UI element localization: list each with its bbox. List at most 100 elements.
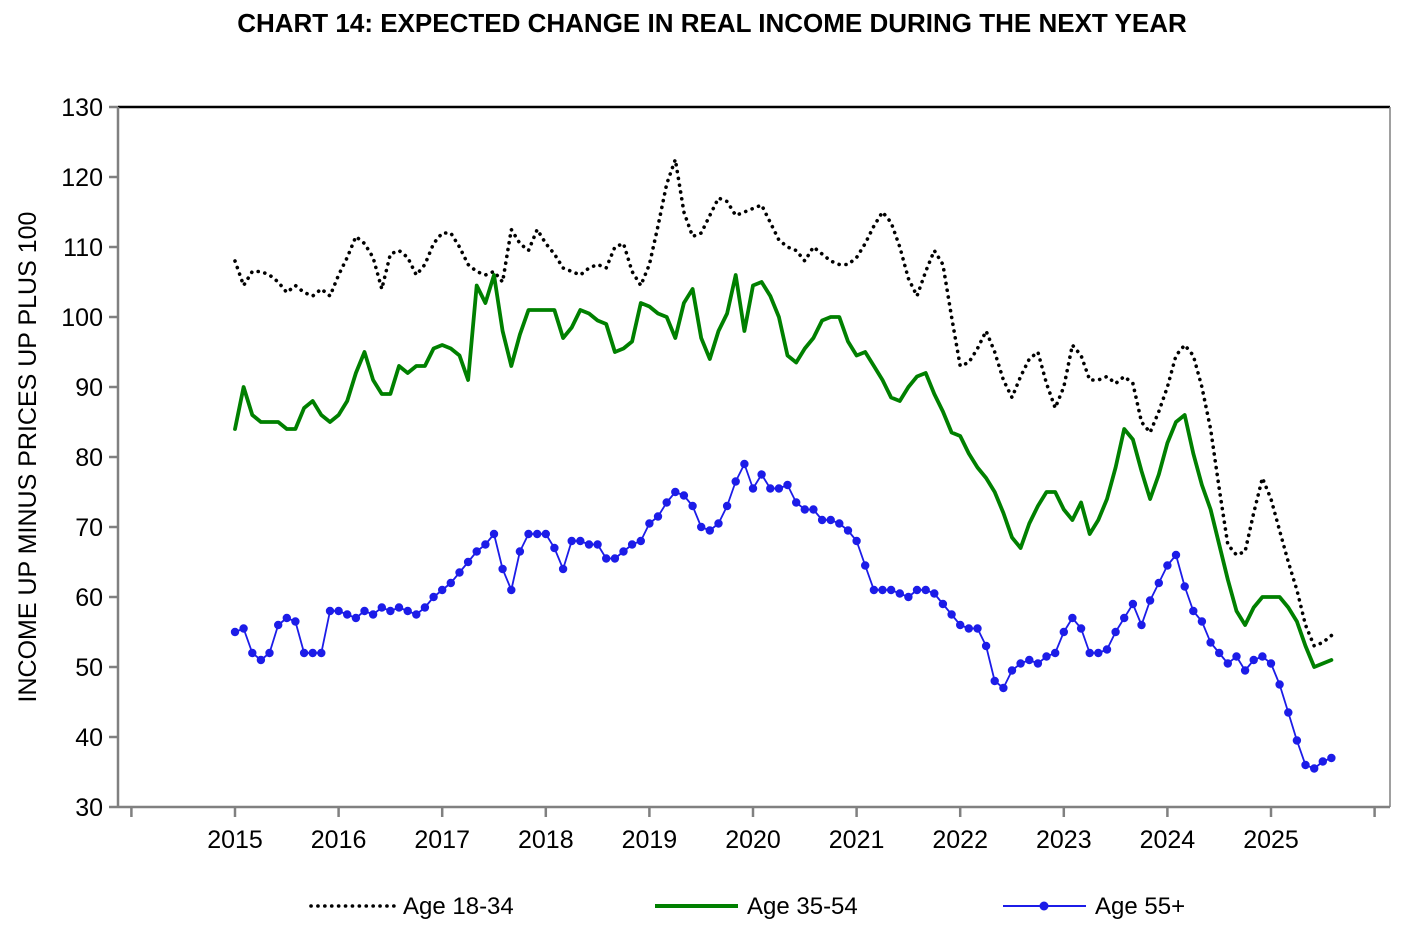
data-point-marker [930,589,939,598]
data-point-marker [1310,764,1319,773]
data-point-marker [1068,613,1077,623]
data-point-marker [1258,652,1267,661]
chart-line-age-18-34 [233,157,1334,648]
data-point-marker [343,610,352,619]
legend-label-age-35-54: Age 35-54 [747,893,858,920]
y-tick-label: 80 [75,444,103,472]
data-point-marker [1301,760,1310,770]
data-point-marker [792,498,801,507]
data-point-marker [653,512,663,521]
chart-line-age-55--markers [230,459,1336,773]
data-point-marker [921,585,930,595]
x-tick-label: 2025 [1243,826,1299,854]
data-point-marker [248,648,257,658]
data-point-marker [843,526,853,535]
data-point-marker [809,505,818,514]
data-point-marker [740,459,749,469]
legend-swatch-age-55plus [1003,901,1086,911]
data-point-marker [576,536,585,546]
data-point-marker [817,515,827,525]
y-tick-label: 30 [75,794,103,822]
data-point-marker [1059,627,1069,637]
data-point-marker [869,585,879,595]
data-point-marker [1180,582,1189,591]
data-point-marker [861,561,870,570]
data-point-marker [1137,620,1146,630]
data-point-marker [1051,648,1060,658]
data-point-marker [1120,613,1129,623]
data-point-marker [1232,652,1241,661]
data-point-marker [438,585,447,595]
data-point-marker [541,529,550,539]
data-point-marker [524,529,533,539]
data-point-marker [1189,606,1198,616]
data-point-marker [947,610,956,619]
legend: Age 18-34 Age 35-54 Age 55+ [309,893,1185,920]
y-tick-label: 110 [63,234,103,262]
data-point-marker [956,620,965,630]
x-tick-label: 2022 [932,826,988,854]
x-tick-label: 2018 [518,826,574,854]
data-point-marker [274,620,283,630]
data-point-marker [1128,599,1138,609]
y-tick-label: 70 [75,514,103,542]
data-point-marker [1249,655,1258,665]
x-tick-label: 2019 [622,826,678,854]
data-point-marker [455,568,464,577]
data-point-marker [1292,736,1302,745]
data-point-marker [1076,624,1086,633]
data-point-marker [386,606,395,616]
data-point-marker [662,498,671,507]
page-title: CHART 14: EXPECTED CHANGE IN REAL INCOME… [237,8,1187,38]
data-point-marker [1206,638,1215,647]
data-point-marker [1102,645,1112,654]
data-point-marker [1197,617,1207,626]
data-point-marker [593,540,602,549]
x-tick-label: 2015 [207,826,263,854]
legend-label-age-55plus: Age 55+ [1095,893,1185,920]
data-point-marker [714,519,723,528]
y-axis-label: INCOME UP MINUS PRICES UP PLUS 100 [14,212,42,703]
data-point-marker [1111,627,1120,637]
data-point-marker [1154,578,1164,588]
x-tick-label: 2016 [311,826,367,854]
data-point-marker [981,641,991,651]
data-point-marker [1327,753,1336,763]
data-point-marker [584,540,594,549]
data-point-marker [463,557,473,567]
data-point-marker [912,585,922,595]
data-point-marker [826,515,835,525]
data-point-marker [550,543,559,553]
x-tick-label: 2021 [829,826,885,854]
data-point-marker [317,648,326,658]
data-point-marker [688,501,697,511]
data-point-marker [990,676,999,686]
data-point-marker [1284,708,1293,717]
data-point-marker [904,592,913,602]
data-point-marker [420,603,430,612]
data-point-marker [403,606,412,616]
data-point-marker [299,648,309,658]
data-point-marker [645,519,654,528]
data-point-marker [1163,561,1172,570]
data-point-marker [1085,648,1094,658]
data-point-marker [636,536,645,546]
data-point-marker [999,683,1008,693]
data-point-marker [1240,666,1250,675]
x-tick-label: 2023 [1036,826,1092,854]
data-point-marker [489,529,499,539]
data-point-marker [800,505,809,514]
data-point-marker [558,564,568,574]
data-point-marker [1007,666,1017,675]
data-point-marker [265,648,274,658]
data-point-marker [1171,550,1181,560]
data-point-marker [334,606,343,616]
chart-line-age-55- [234,463,1332,770]
data-point-marker [619,547,628,556]
data-point-marker [1215,648,1224,658]
y-tick-label: 100 [61,304,103,332]
chart-line-age-35-54 [233,273,1334,669]
series-lines [230,157,1336,773]
data-point-marker [1042,652,1051,661]
data-point-marker [705,526,714,535]
